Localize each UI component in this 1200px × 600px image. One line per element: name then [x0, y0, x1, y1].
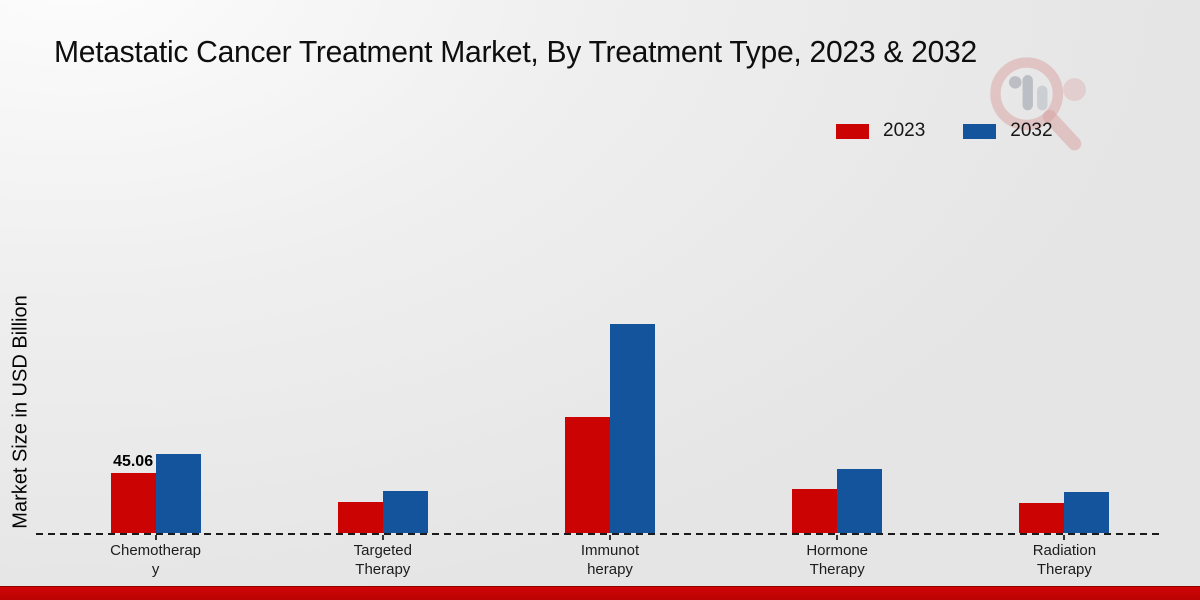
- bar-2032-targeted-therapy: [382, 491, 428, 533]
- magnifier-bar-chart-watermark-icon: [990, 57, 1086, 151]
- x-axis-tick: [381, 535, 384, 540]
- category-label-chemotherapy: Chemotherap y: [110, 542, 202, 578]
- footer-strip: [0, 586, 1200, 600]
- bar-2032-hormone-therapy: [837, 469, 883, 533]
- bar-value-label: 45.06: [113, 453, 154, 470]
- bar-2032-chemotherapy: [155, 454, 201, 533]
- category-label-targeted-therapy: Targeted Therapy: [353, 542, 412, 578]
- chart-title: Metastatic Cancer Treatment Market, By T…: [54, 34, 977, 69]
- legend-item-2023: 2023: [836, 120, 925, 142]
- legend-swatch-2032: [963, 123, 997, 139]
- bar-2023-chemotherapy: [110, 473, 156, 533]
- x-axis-tick: [154, 535, 157, 540]
- legend-swatch-2023: [836, 123, 869, 139]
- bar-2032-immunotherapy: [610, 324, 655, 533]
- bar-2023-radiation-therapy: [1019, 503, 1065, 533]
- x-axis-tick: [836, 535, 839, 540]
- bar-2023-targeted-therapy: [337, 502, 383, 533]
- legend-label-2032: 2032: [1010, 120, 1053, 141]
- legend-item-2032: 2032: [963, 120, 1053, 142]
- x-axis-dashed-line: [36, 533, 1162, 535]
- x-axis-tick: [1063, 535, 1066, 540]
- category-label-radiation-therapy: Radiation Therapy: [1032, 542, 1097, 578]
- x-axis-tick: [609, 535, 611, 540]
- legend-label-2023: 2023: [883, 120, 926, 141]
- legend: 2023 2032: [836, 120, 1053, 142]
- category-label-hormone-therapy: Hormone Therapy: [806, 542, 869, 578]
- category-label-immunotherapy: Immunot herapy: [580, 542, 640, 578]
- bar-2023-immunotherapy: [565, 417, 610, 533]
- bar-2023-hormone-therapy: [792, 489, 838, 533]
- bar-2032-radiation-therapy: [1064, 492, 1110, 533]
